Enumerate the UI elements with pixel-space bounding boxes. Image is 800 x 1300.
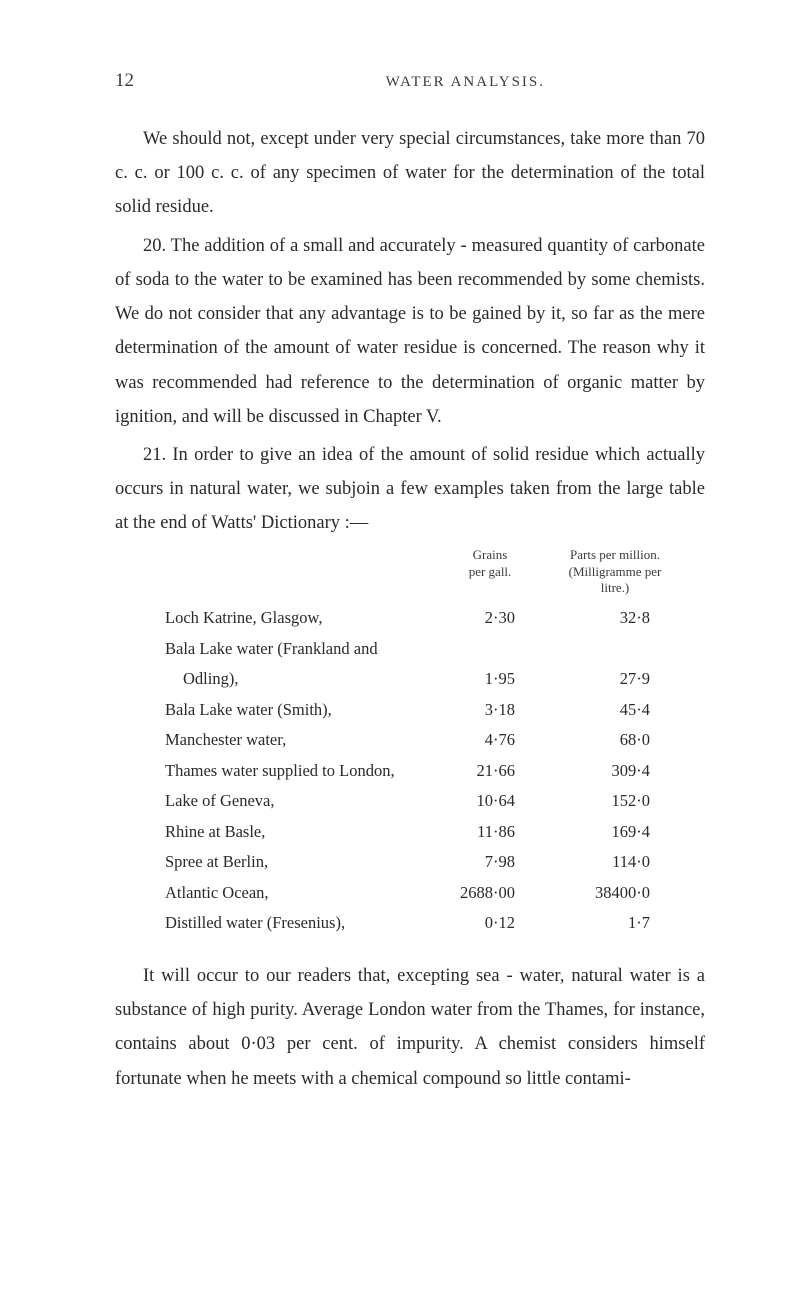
header-title: WATER ANALYSIS. xyxy=(386,74,545,91)
table-row: Lake of Geneva, 10·64 152·0 xyxy=(165,786,685,817)
row-parts: 68·0 xyxy=(545,725,685,756)
row-grains: 2·30 xyxy=(435,603,545,634)
row-parts: 309·4 xyxy=(545,756,685,787)
row-label: Thames water supplied to London, xyxy=(165,756,435,787)
row-parts: 1·7 xyxy=(545,908,685,939)
row-parts: 45·4 xyxy=(545,695,685,726)
row-label: Spree at Berlin, xyxy=(165,847,435,878)
paragraph-2: 20. The addition of a small and accurate… xyxy=(115,229,705,434)
row-parts: 114·0 xyxy=(545,847,685,878)
table-header-grains: Grains per gall. xyxy=(435,547,545,598)
row-parts: 27·9 xyxy=(545,664,685,695)
table-header-row: Grains per gall. Parts per million. (Mil… xyxy=(165,547,685,598)
table-row: Loch Katrine, Glasgow, 2·30 32·8 xyxy=(165,603,685,634)
row-label: Bala Lake water (Smith), xyxy=(165,695,435,726)
data-table: Grains per gall. Parts per million. (Mil… xyxy=(115,547,705,939)
row-grains: 7·98 xyxy=(435,847,545,878)
header-grains-line2: per gall. xyxy=(435,564,545,581)
row-grains: 2688·00 xyxy=(435,878,545,909)
table-row: Bala Lake water (Frankland and xyxy=(165,634,685,665)
row-grains: 0·12 xyxy=(435,908,545,939)
row-grains: 4·76 xyxy=(435,725,545,756)
row-label: Odling), xyxy=(183,664,435,695)
table-header-parts: Parts per million. (Milligramme per litr… xyxy=(545,547,685,598)
row-label: Distilled water (Fresenius), xyxy=(165,908,435,939)
row-grains: 3·18 xyxy=(435,695,545,726)
row-label: Atlantic Ocean, xyxy=(165,878,435,909)
table-row: Distilled water (Fresenius), 0·12 1·7 xyxy=(165,908,685,939)
row-parts: 169·4 xyxy=(545,817,685,848)
row-parts: 152·0 xyxy=(545,786,685,817)
header-parts-line3: litre.) xyxy=(545,580,685,597)
paragraph-4: It will occur to our readers that, excep… xyxy=(115,959,705,1096)
table-row: Rhine at Basle, 11·86 169·4 xyxy=(165,817,685,848)
page-number: 12 xyxy=(115,70,134,92)
header-parts-line1: Parts per million. xyxy=(545,547,685,564)
table-row: Spree at Berlin, 7·98 114·0 xyxy=(165,847,685,878)
table-row: Odling), 1·95 27·9 xyxy=(165,664,685,695)
row-label: Manchester water, xyxy=(165,725,435,756)
row-parts: 32·8 xyxy=(545,603,685,634)
table-row: Bala Lake water (Smith), 3·18 45·4 xyxy=(165,695,685,726)
row-label: Loch Katrine, Glasgow, xyxy=(165,603,435,634)
table-row: Manchester water, 4·76 68·0 xyxy=(165,725,685,756)
row-label: Rhine at Basle, xyxy=(165,817,435,848)
row-grains: 10·64 xyxy=(435,786,545,817)
row-grains: 21·66 xyxy=(435,756,545,787)
row-parts: 38400·0 xyxy=(545,878,685,909)
table-row: Atlantic Ocean, 2688·00 38400·0 xyxy=(165,878,685,909)
paragraph-1: We should not, except under very special… xyxy=(115,122,705,225)
row-grains: 1·95 xyxy=(435,664,545,695)
table-row: Thames water supplied to London, 21·66 3… xyxy=(165,756,685,787)
row-grains: 11·86 xyxy=(435,817,545,848)
row-label: Bala Lake water (Frankland and xyxy=(165,634,435,665)
row-label: Lake of Geneva, xyxy=(165,786,435,817)
page-header: 12 WATER ANALYSIS. xyxy=(115,70,705,92)
paragraph-3: 21. In order to give an idea of the amou… xyxy=(115,438,705,541)
header-parts-line2: (Milligramme per xyxy=(545,564,685,581)
header-grains-line1: Grains xyxy=(435,547,545,564)
